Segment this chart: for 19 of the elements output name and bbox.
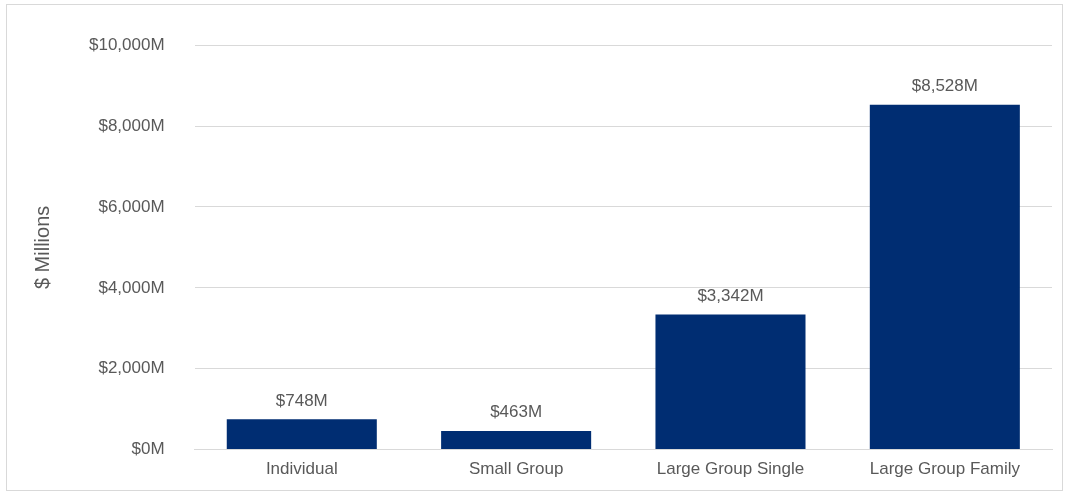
bar xyxy=(869,104,1020,450)
x-tick-label: Small Group xyxy=(468,459,564,479)
y-tick-label: $8,000M xyxy=(98,115,165,135)
bar xyxy=(655,314,806,450)
y-tick-label: $10,000M xyxy=(88,34,165,54)
bar xyxy=(226,419,377,450)
data-label: $8,528M xyxy=(911,75,978,95)
y-tick-label: $4,000M xyxy=(98,277,165,297)
y-axis-title: $ Millions xyxy=(30,205,53,290)
data-label: $463M xyxy=(490,402,543,422)
bar xyxy=(441,430,592,450)
y-tick-label: $2,000M xyxy=(98,358,165,378)
x-tick-label: Large Group Single xyxy=(656,459,805,479)
x-tick-label: Individual xyxy=(265,459,338,479)
data-label: $3,342M xyxy=(697,285,764,305)
y-tick-label: $6,000M xyxy=(98,196,165,216)
x-tick-label: Large Group Family xyxy=(869,459,1021,479)
y-tick-label: $0M xyxy=(131,439,165,459)
data-label: $748M xyxy=(275,390,328,410)
